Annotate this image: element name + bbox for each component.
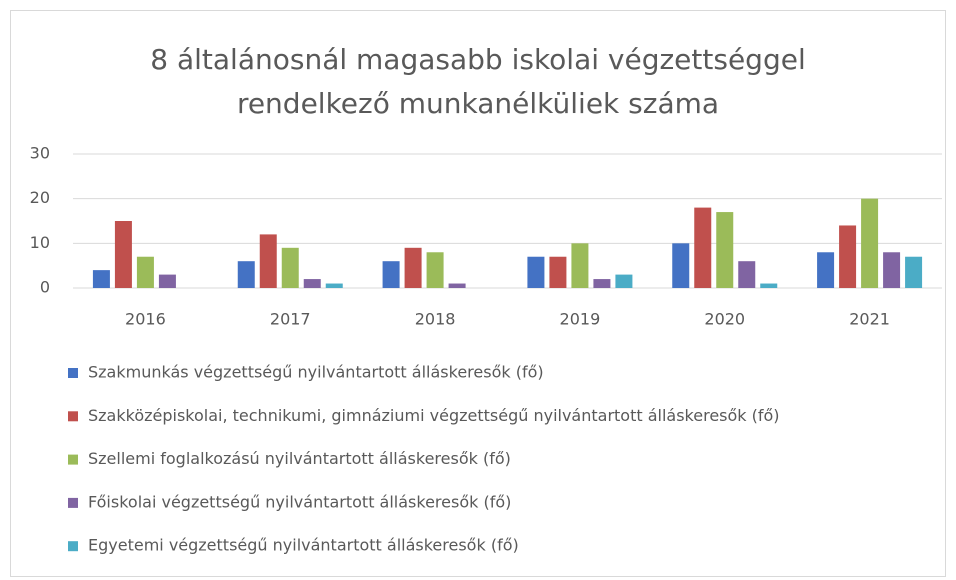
bar bbox=[694, 207, 712, 288]
bar bbox=[817, 252, 835, 288]
bar bbox=[325, 283, 343, 288]
bar bbox=[549, 256, 567, 288]
bar bbox=[672, 243, 690, 288]
chart-title: 8 általánosnál magasabb iskolai végzetts… bbox=[150, 43, 806, 120]
x-tick-label: 2018 bbox=[415, 310, 456, 329]
bar bbox=[382, 261, 400, 288]
bar bbox=[593, 279, 611, 288]
bar bbox=[571, 243, 589, 288]
x-tick-label: 2019 bbox=[560, 310, 601, 329]
bar bbox=[861, 198, 879, 288]
legend-label: Szakmunkás végzettségű nyilvántartott ál… bbox=[88, 363, 544, 382]
bar bbox=[527, 256, 545, 288]
bar bbox=[259, 234, 277, 288]
bar bbox=[92, 270, 110, 288]
bar bbox=[448, 283, 466, 288]
legend-label: Szakközépiskolai, technikumi, gimnáziumi… bbox=[88, 406, 780, 425]
bar bbox=[404, 247, 422, 288]
bar bbox=[615, 274, 633, 288]
bar bbox=[426, 252, 444, 288]
y-tick-label: 10 bbox=[30, 233, 50, 252]
bar bbox=[738, 261, 756, 288]
x-tick-label: 2017 bbox=[270, 310, 311, 329]
bar bbox=[237, 261, 255, 288]
bar bbox=[905, 256, 923, 288]
bar bbox=[136, 256, 154, 288]
x-tick-label: 2016 bbox=[125, 310, 166, 329]
legend-swatch bbox=[68, 454, 78, 465]
legend-label: Főiskolai végzettségű nyilvántartott áll… bbox=[88, 492, 511, 511]
y-tick-label: 20 bbox=[30, 188, 50, 207]
legend-swatch bbox=[68, 541, 78, 552]
legend-label: Szellemi foglalkozású nyilvántartott áll… bbox=[88, 449, 511, 468]
bar bbox=[158, 274, 176, 288]
legend-label: Egyetemi végzettségű nyilvántartott állá… bbox=[88, 536, 519, 555]
bar bbox=[114, 221, 132, 288]
x-tick-label: 2020 bbox=[704, 310, 745, 329]
legend-swatch bbox=[68, 368, 78, 378]
bar bbox=[839, 225, 857, 288]
bar bbox=[303, 279, 321, 288]
y-tick-label: 0 bbox=[40, 278, 50, 297]
legend-swatch bbox=[68, 497, 78, 508]
bar bbox=[883, 252, 901, 288]
x-tick-label: 2021 bbox=[849, 310, 890, 329]
bar bbox=[716, 212, 734, 288]
y-tick-label: 30 bbox=[30, 144, 50, 163]
bar bbox=[281, 247, 299, 288]
bar bbox=[760, 283, 778, 288]
legend-swatch bbox=[68, 411, 78, 422]
chart-frame bbox=[10, 10, 946, 577]
